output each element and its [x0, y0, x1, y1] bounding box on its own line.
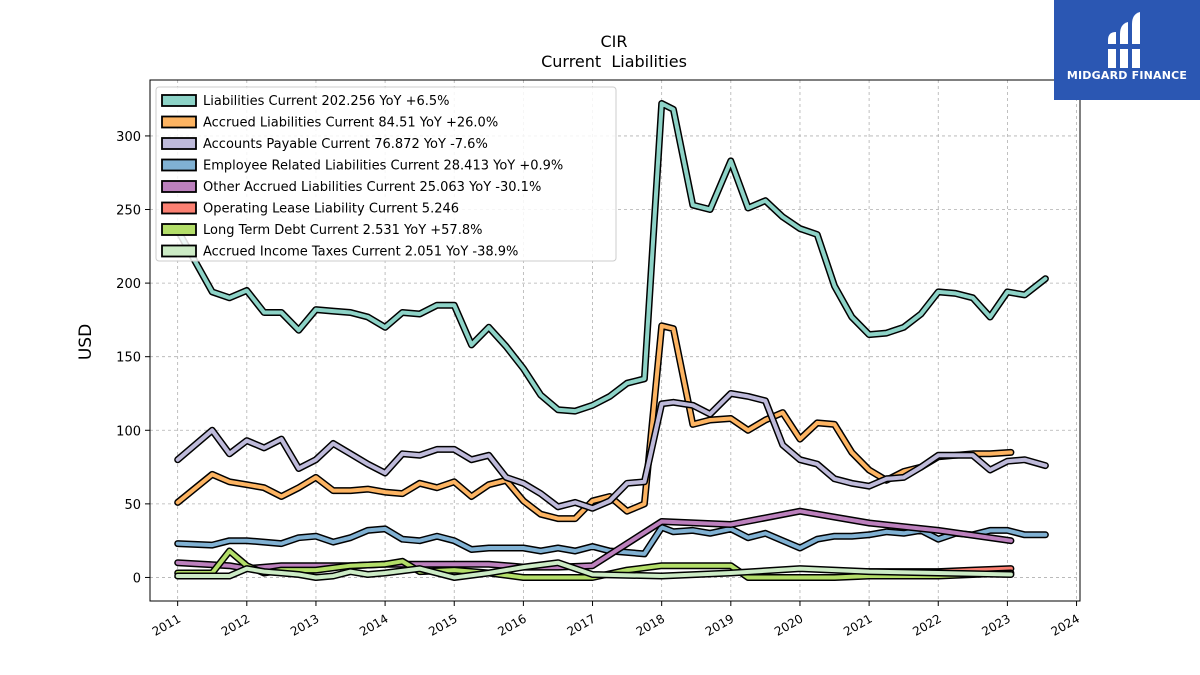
x-tick-label: 2024: [1049, 611, 1082, 638]
series-line: [175, 101, 1048, 414]
legend-item: Employee Related Liabilities Current 28.…: [161, 158, 563, 174]
legend-item: Accrued Liabilities Current 84.51 YoY +2…: [161, 115, 498, 131]
grid: [150, 80, 1080, 601]
x-axis-ticks: 2011 2012 2013 2014 2015 2016 2017 2018 2019 2020…: [150, 601, 1082, 639]
legend-label: Accrued Liabilities Current 84.51 YoY +2…: [203, 116, 498, 131]
series-1: [174, 322, 1015, 523]
legend-swatch: [161, 180, 197, 193]
x-tick-label: 2022: [910, 611, 943, 638]
x-tick-label: 2013: [288, 611, 321, 638]
x-tick-label: 2023: [979, 611, 1012, 638]
x-tick-label: 2011: [150, 611, 183, 638]
y-tick-label: 150: [116, 351, 141, 366]
legend-label: Accrued Income Taxes Current 2.051 YoY -…: [203, 245, 518, 260]
legend-label: Liabilities Current 202.256 YoY +6.5%: [203, 94, 450, 109]
legend-label: Accounts Payable Current 76.872 YoY -7.6…: [203, 137, 488, 152]
chart-title: CIR: [600, 32, 627, 51]
brand-name: MIDGARD FINANCE: [1066, 69, 1188, 82]
brand-mark-icon: [1105, 12, 1143, 68]
legend: Liabilities Current 202.256 YoY +6.5% Acc…: [155, 86, 617, 262]
y-tick-label: 250: [116, 204, 141, 219]
x-tick-label: 2015: [426, 611, 459, 638]
x-tick-label: 2018: [634, 611, 667, 638]
series-line-outline: [174, 322, 1015, 523]
y-axis-ticks: 0 50 100 150 200 250 300: [116, 130, 150, 586]
legend-item: Long Term Debt Current 2.531 YoY +57.8%: [161, 223, 482, 238]
x-tick-label: 2021: [841, 611, 874, 638]
plot-area-frame: [149, 79, 1081, 602]
y-axis-label: USD: [76, 324, 96, 360]
y-tick-label: 0: [133, 571, 141, 586]
legend-label: Other Accrued Liabilities Current 25.063…: [203, 180, 541, 195]
series-lines: [174, 100, 1049, 581]
y-tick-label: 100: [116, 424, 141, 439]
y-tick-label: 300: [116, 130, 141, 145]
series-line-outline: [174, 390, 1049, 512]
legend-swatch: [161, 223, 197, 236]
x-tick-label: 2012: [219, 611, 252, 638]
x-tick-label: 2020: [772, 611, 805, 638]
legend-swatch: [161, 158, 197, 172]
x-tick-label: 2017: [565, 611, 598, 638]
y-tick-label: 50: [124, 498, 141, 513]
legend-swatch: [161, 244, 197, 258]
legend-item: Liabilities Current 202.256 YoY +6.5%: [161, 94, 450, 109]
series-4: [174, 507, 1015, 573]
legend-swatch: [161, 115, 197, 129]
x-tick-label: 2019: [703, 611, 736, 638]
brand-logo: MIDGARD FINANCE: [1054, 0, 1200, 100]
legend-swatch: [161, 201, 197, 215]
series-line: [175, 391, 1048, 511]
legend-box: [155, 86, 617, 262]
series-line: [175, 560, 1013, 580]
legend-swatch: [161, 94, 197, 107]
legend-label: Operating Lease Liability Current 5.246: [203, 202, 459, 217]
series-line: [175, 323, 1013, 521]
legend-item: Accounts Payable Current 76.872 YoY -7.6…: [161, 137, 488, 152]
series-2: [174, 390, 1049, 512]
series-7: [174, 559, 1015, 581]
legend-item: Accrued Income Taxes Current 2.051 YoY -…: [161, 244, 518, 260]
series-line: [175, 509, 1013, 571]
chart-subtitle: Current Liabilities: [541, 52, 687, 71]
legend-label: Employee Related Liabilities Current 28.…: [203, 159, 563, 174]
legend-item: Other Accrued Liabilities Current 25.063…: [161, 180, 541, 195]
legend-label: Long Term Debt Current 2.531 YoY +57.8%: [203, 223, 482, 238]
series-0: [174, 100, 1049, 415]
x-tick-label: 2016: [495, 611, 528, 638]
legend-item: Operating Lease Liability Current 5.246: [161, 201, 459, 217]
x-tick-label: 2014: [357, 611, 390, 638]
legend-swatch: [161, 137, 197, 150]
y-tick-label: 200: [116, 277, 141, 292]
